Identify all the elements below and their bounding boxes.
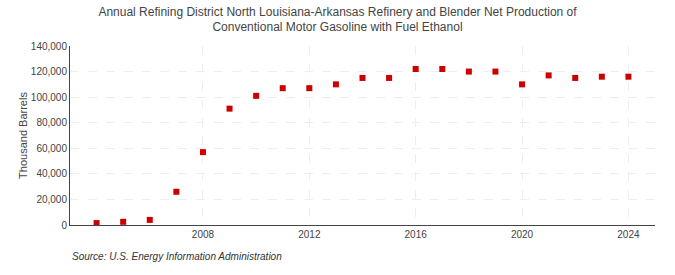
svg-text:Source: U.S. Energy Informatio: Source: U.S. Energy Information Administ… — [72, 251, 282, 262]
svg-text:2008: 2008 — [192, 229, 215, 240]
svg-text:40,000: 40,000 — [36, 168, 67, 179]
svg-text:2012: 2012 — [298, 229, 321, 240]
svg-text:100,000: 100,000 — [31, 92, 68, 103]
svg-text:20,000: 20,000 — [36, 194, 67, 205]
svg-text:120,000: 120,000 — [31, 66, 68, 77]
svg-text:2016: 2016 — [405, 229, 428, 240]
svg-text:Annual Refining District North: Annual Refining District North Louisiana… — [98, 5, 577, 35]
svg-text:80,000: 80,000 — [36, 117, 67, 128]
svg-text:0: 0 — [61, 220, 67, 231]
svg-text:140,000: 140,000 — [31, 41, 68, 52]
svg-text:2020: 2020 — [511, 229, 534, 240]
svg-text:Thousand Barrels: Thousand Barrels — [17, 92, 29, 179]
svg-text:2024: 2024 — [617, 229, 640, 240]
svg-text:60,000: 60,000 — [36, 143, 67, 154]
